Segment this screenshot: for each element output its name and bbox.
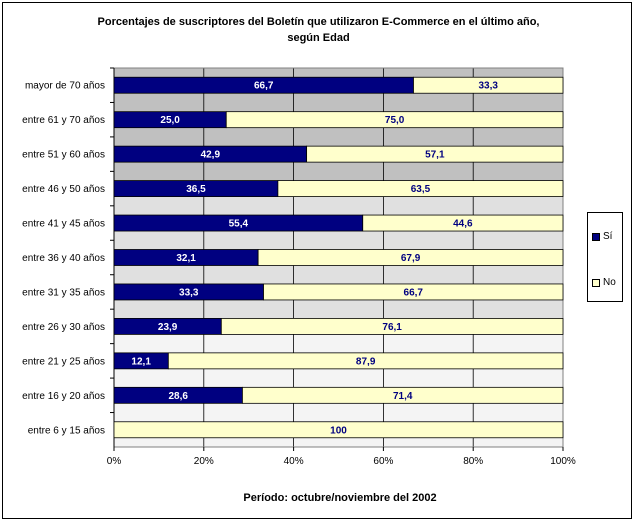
- category-label: entre 31 y 35 años: [22, 287, 105, 298]
- x-tick-label: 60%: [373, 456, 393, 467]
- x-tick-label: 100%: [550, 456, 576, 467]
- data-label: 71,4: [393, 391, 413, 402]
- data-label: 12,1: [131, 356, 151, 367]
- data-label: 66,7: [254, 81, 274, 92]
- data-label: 32,1: [176, 253, 196, 264]
- legend-item-si: Sí: [592, 231, 612, 242]
- x-tick-label: 20%: [194, 456, 214, 467]
- data-label: 76,1: [382, 322, 402, 333]
- legend-swatch-si: [592, 232, 600, 241]
- data-label: 67,9: [401, 253, 421, 264]
- data-label: 23,9: [158, 322, 178, 333]
- chart-title-line-2: según Edad: [287, 32, 350, 44]
- chart-footer: Período: octubre/noviembre del 2002: [243, 492, 437, 504]
- data-label: 100: [330, 425, 347, 436]
- data-label: 33,3: [479, 81, 499, 92]
- data-label: 36,5: [186, 184, 206, 195]
- data-label: 57,1: [425, 150, 445, 161]
- bar-segment-no: [257, 249, 564, 266]
- bar-segment-no: [413, 76, 564, 94]
- chart-title: Porcentajes de suscriptores del Boletín …: [0, 14, 637, 46]
- data-label: 44,6: [453, 219, 473, 230]
- bar-segment-no: [220, 318, 564, 335]
- bar-segment-no: [167, 352, 564, 370]
- category-label: entre 21 y 25 años: [22, 356, 105, 367]
- legend-item-no: No: [592, 277, 616, 288]
- category-label: entre 46 y 50 años: [22, 184, 105, 195]
- data-label: 63,5: [411, 184, 431, 195]
- x-tick-label: 40%: [284, 456, 304, 467]
- bar-segment-no: [113, 421, 564, 439]
- bar-segment-no: [362, 214, 564, 232]
- data-label: 33,3: [179, 287, 199, 298]
- legend: Sí No: [587, 212, 623, 302]
- category-label: mayor de 70 años: [25, 81, 105, 92]
- bar-segment-no: [277, 180, 564, 197]
- bar-segment-no: [242, 386, 564, 404]
- category-label: entre 36 y 40 años: [22, 253, 105, 264]
- category-label: entre 6 y 15 años: [28, 425, 105, 436]
- chart-title-line-1: Porcentajes de suscriptores del Boletín …: [97, 16, 540, 28]
- data-label: 28,6: [168, 391, 188, 402]
- data-label: 75,0: [385, 115, 405, 126]
- category-label: entre 41 y 45 años: [22, 219, 105, 230]
- data-label: 66,7: [404, 287, 424, 298]
- legend-swatch-no: [592, 278, 600, 287]
- legend-label-no: No: [603, 277, 616, 288]
- category-label: entre 16 y 20 años: [22, 391, 105, 402]
- data-label: 55,4: [229, 219, 249, 230]
- data-label: 42,9: [201, 150, 221, 161]
- category-label: entre 26 y 30 años: [22, 322, 105, 333]
- category-label: entre 61 y 70 años: [22, 115, 105, 126]
- data-label: 25,0: [160, 115, 180, 126]
- bar-segment-no: [306, 145, 564, 163]
- bar-segment-no: [263, 283, 564, 301]
- bar-segment-no: [225, 111, 564, 129]
- x-tick-label: 80%: [463, 456, 483, 467]
- data-label: 87,9: [356, 356, 376, 367]
- category-label: entre 51 y 60 años: [22, 150, 105, 161]
- x-tick-label: 0%: [107, 456, 122, 467]
- legend-label-si: Sí: [603, 231, 613, 242]
